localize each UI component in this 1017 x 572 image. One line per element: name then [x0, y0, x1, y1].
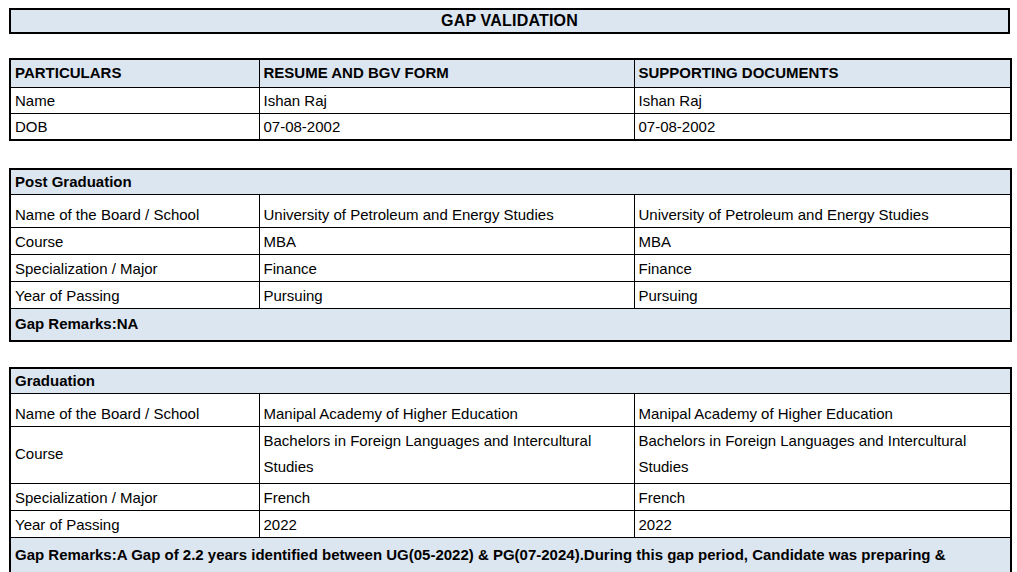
pg-course-resume-value: MBA — [259, 228, 634, 255]
grad-year-supporting-value: 2022 — [634, 511, 1011, 538]
page-title: GAP VALIDATION — [9, 8, 1010, 34]
pg-row-year-of-passing: Year of Passing Pursuing Pursuing — [10, 282, 1011, 309]
pg-row-course: Course MBA MBA — [10, 228, 1011, 255]
gap-validation-document: GAP VALIDATION PARTICULARS RESUME AND BG… — [0, 0, 1017, 572]
grad-specialization-resume-value: French — [259, 484, 634, 511]
gap-remarks-text: Gap Remarks:NA — [10, 309, 1011, 342]
row-label: Name of the Board / School — [10, 195, 259, 228]
grad-year-resume-value: 2022 — [259, 511, 634, 538]
grad-row-year-of-passing: Year of Passing 2022 2022 — [10, 511, 1011, 538]
post-graduation-section-header: Post Graduation — [10, 169, 1011, 195]
grad-row-course: Course Bachelors in Foreign Languages an… — [10, 427, 1011, 484]
pg-board-resume-value: University of Petroleum and Energy Studi… — [259, 195, 634, 228]
grad-row-board-school: Name of the Board / School Manipal Acade… — [10, 394, 1011, 427]
grad-course-resume-value: Bachelors in Foreign Languages and Inter… — [259, 427, 634, 484]
row-label: Specialization / Major — [10, 484, 259, 511]
grad-board-supporting-value: Manipal Academy of Higher Education — [634, 394, 1011, 427]
page-title-text: GAP VALIDATION — [441, 12, 578, 30]
section-title: Graduation — [10, 368, 1011, 394]
identity-table: PARTICULARS RESUME AND BGV FORM SUPPORTI… — [9, 58, 1012, 141]
pg-board-supporting-value: University of Petroleum and Energy Studi… — [634, 195, 1011, 228]
grad-course-supporting-value: Bachelors in Foreign Languages and Inter… — [634, 427, 1011, 484]
row-label: Name of the Board / School — [10, 394, 259, 427]
section-title: Post Graduation — [10, 169, 1011, 195]
pg-year-supporting-value: Pursuing — [634, 282, 1011, 309]
row-label: DOB — [10, 114, 259, 141]
grad-specialization-supporting-value: French — [634, 484, 1011, 511]
name-resume-value: Ishan Raj — [259, 88, 634, 114]
row-label: Name — [10, 88, 259, 114]
graduation-table: Graduation Name of the Board / School Ma… — [9, 367, 1012, 572]
row-label: Year of Passing — [10, 511, 259, 538]
dob-resume-value: 07-08-2002 — [259, 114, 634, 141]
grad-board-resume-value: Manipal Academy of Higher Education — [259, 394, 634, 427]
identity-row-name: Name Ishan Raj Ishan Raj — [10, 88, 1011, 114]
pg-year-resume-value: Pursuing — [259, 282, 634, 309]
row-label: Course — [10, 427, 259, 484]
identity-header-row: PARTICULARS RESUME AND BGV FORM SUPPORTI… — [10, 59, 1011, 88]
column-header-particulars: PARTICULARS — [10, 59, 259, 88]
document-content: GAP VALIDATION PARTICULARS RESUME AND BG… — [9, 8, 1010, 572]
identity-row-dob: DOB 07-08-2002 07-08-2002 — [10, 114, 1011, 141]
pg-specialization-resume-value: Finance — [259, 255, 634, 282]
grad-gap-remarks-row: Gap Remarks:A Gap of 2.2 years identifie… — [10, 538, 1011, 572]
post-graduation-table: Post Graduation Name of the Board / Scho… — [9, 168, 1012, 342]
row-label: Year of Passing — [10, 282, 259, 309]
grad-row-specialization: Specialization / Major French French — [10, 484, 1011, 511]
pg-row-board-school: Name of the Board / School University of… — [10, 195, 1011, 228]
column-header-supporting-docs: SUPPORTING DOCUMENTS — [634, 59, 1011, 88]
column-header-resume-bgv: RESUME AND BGV FORM — [259, 59, 634, 88]
row-label: Specialization / Major — [10, 255, 259, 282]
gap-remarks-text: Gap Remarks:A Gap of 2.2 years identifie… — [10, 538, 1011, 572]
graduation-section-header: Graduation — [10, 368, 1011, 394]
pg-specialization-supporting-value: Finance — [634, 255, 1011, 282]
name-supporting-value: Ishan Raj — [634, 88, 1011, 114]
pg-row-specialization: Specialization / Major Finance Finance — [10, 255, 1011, 282]
pg-course-supporting-value: MBA — [634, 228, 1011, 255]
dob-supporting-value: 07-08-2002 — [634, 114, 1011, 141]
row-label: Course — [10, 228, 259, 255]
pg-gap-remarks-row: Gap Remarks:NA — [10, 309, 1011, 342]
